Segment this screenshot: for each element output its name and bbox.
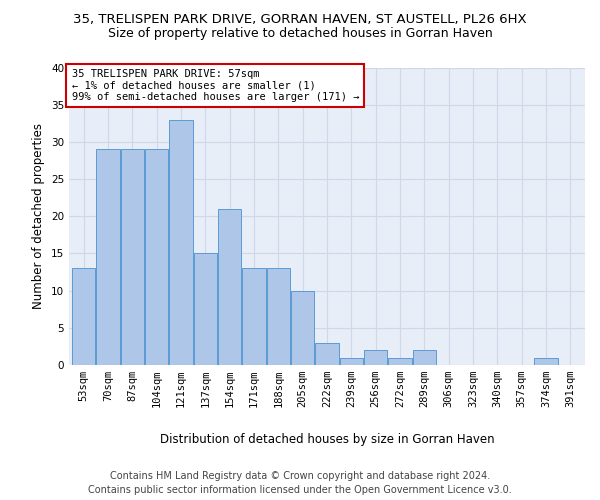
Bar — [316, 342, 338, 365]
Text: Size of property relative to detached houses in Gorran Haven: Size of property relative to detached ho… — [107, 28, 493, 40]
Bar — [121, 150, 144, 365]
Bar — [194, 254, 217, 365]
Bar — [291, 290, 314, 365]
Text: 35 TRELISPEN PARK DRIVE: 57sqm
← 1% of detached houses are smaller (1)
99% of se: 35 TRELISPEN PARK DRIVE: 57sqm ← 1% of d… — [71, 69, 359, 102]
Bar — [413, 350, 436, 365]
Bar — [364, 350, 387, 365]
Text: 35, TRELISPEN PARK DRIVE, GORRAN HAVEN, ST AUSTELL, PL26 6HX: 35, TRELISPEN PARK DRIVE, GORRAN HAVEN, … — [73, 12, 527, 26]
Bar — [535, 358, 557, 365]
Text: Distribution of detached houses by size in Gorran Haven: Distribution of detached houses by size … — [160, 432, 494, 446]
Y-axis label: Number of detached properties: Number of detached properties — [32, 123, 46, 309]
Bar — [72, 268, 95, 365]
Text: Contains HM Land Registry data © Crown copyright and database right 2024.: Contains HM Land Registry data © Crown c… — [110, 471, 490, 481]
Bar — [218, 209, 241, 365]
Bar — [97, 150, 119, 365]
Text: Contains public sector information licensed under the Open Government Licence v3: Contains public sector information licen… — [88, 485, 512, 495]
Bar — [267, 268, 290, 365]
Bar — [340, 358, 363, 365]
Bar — [169, 120, 193, 365]
Bar — [388, 358, 412, 365]
Bar — [242, 268, 266, 365]
Bar — [145, 150, 168, 365]
